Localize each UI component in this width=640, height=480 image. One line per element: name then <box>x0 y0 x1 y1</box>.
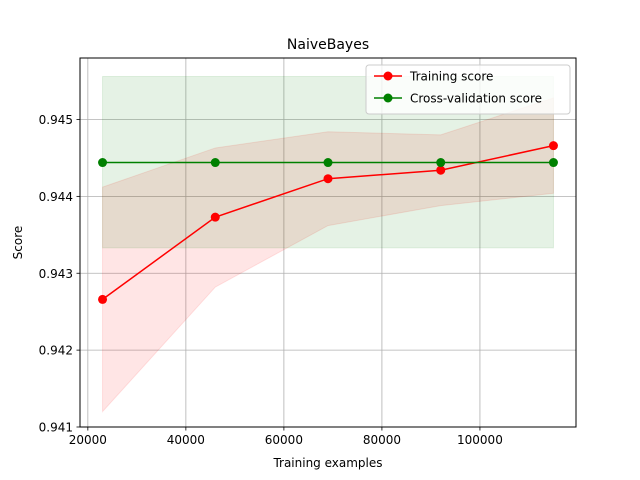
y-tick-label: 0.944 <box>39 190 73 204</box>
data-point-cross-validation <box>436 158 446 168</box>
axis-ticks: 20000 40000 60000 80000 100000 0.941 0.942 0.94… <box>39 113 503 447</box>
confidence-bands <box>102 75 554 413</box>
data-point-training <box>98 294 108 304</box>
legend-label-training: Training score <box>409 70 493 84</box>
y-tick-label: 0.941 <box>39 421 73 435</box>
y-tick-label: 0.945 <box>39 113 73 127</box>
y-tick-label: 0.943 <box>39 267 73 281</box>
legend: Training score Cross-validation score <box>365 64 571 115</box>
data-point-cross-validation <box>210 158 220 168</box>
y-tick-label: 0.942 <box>39 344 73 358</box>
data-point-training <box>436 165 446 175</box>
confidence-band-training <box>102 97 554 413</box>
data-point-training <box>548 141 558 151</box>
x-tick-label: 40000 <box>167 433 205 447</box>
data-point-cross-validation <box>323 158 333 168</box>
data-point-training <box>323 174 333 184</box>
series-points <box>98 141 558 304</box>
x-tick-label: 60000 <box>265 433 303 447</box>
legend-marker-training <box>383 71 393 81</box>
y-axis-title: Score <box>11 226 25 260</box>
x-tick-label: 100000 <box>457 433 503 447</box>
legend-label-cross-validation: Cross-validation score <box>410 92 542 106</box>
x-tick-label: 20000 <box>69 433 107 447</box>
legend-box <box>365 64 571 115</box>
legend-marker-cross-validation <box>383 93 393 103</box>
data-point-cross-validation <box>98 158 108 168</box>
chart-title: NaiveBayes <box>287 37 369 53</box>
data-point-cross-validation <box>548 158 558 168</box>
x-axis-title: Training examples <box>272 456 382 470</box>
data-point-training <box>210 212 220 222</box>
x-tick-label: 80000 <box>363 433 401 447</box>
axes-frame <box>79 57 577 428</box>
